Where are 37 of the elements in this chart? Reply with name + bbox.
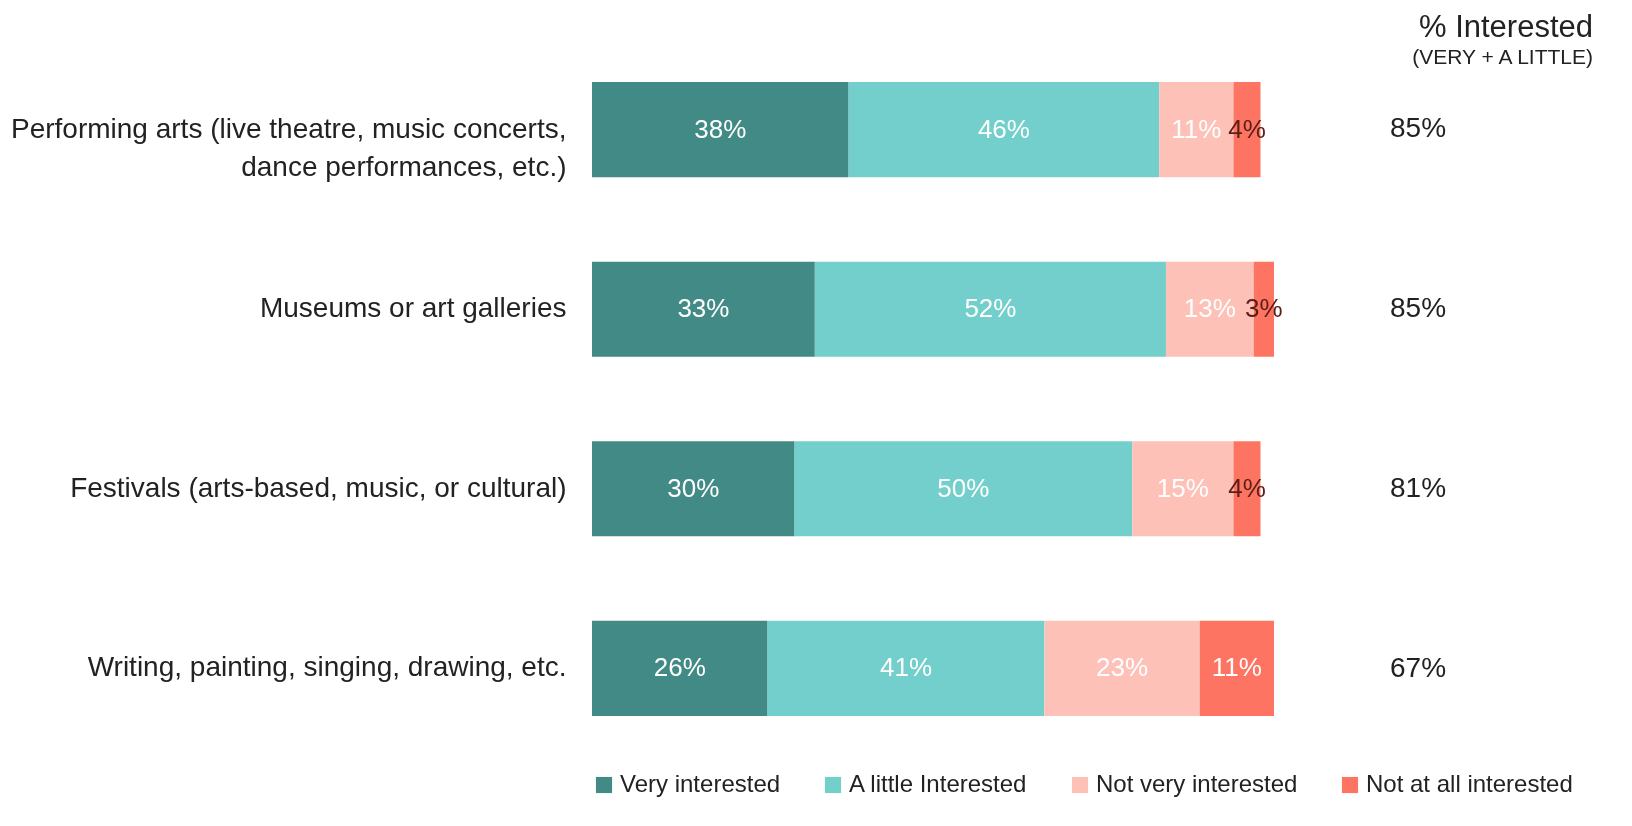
bar bbox=[592, 620, 768, 716]
text: 67% bbox=[1389, 652, 1447, 683]
y-tick-label: Writing, painting, singing, drawing, etc. bbox=[87, 651, 567, 683]
bar bbox=[592, 261, 815, 357]
bar bbox=[848, 82, 1160, 178]
text: 85% bbox=[1389, 112, 1447, 143]
data-label: 52% bbox=[964, 293, 1017, 324]
bar bbox=[1199, 620, 1274, 716]
y-tick-label: Performing arts (live theatre, music concerts, dance performances, etc.) bbox=[10, 112, 567, 182]
bar bbox=[794, 441, 1133, 537]
data-label: 13% bbox=[1183, 293, 1236, 324]
data-label: 41% bbox=[879, 652, 933, 683]
legend-label: Very interested bbox=[620, 770, 781, 797]
data-label: 50% bbox=[937, 472, 990, 503]
text: (VERY + A LITTLE) bbox=[1412, 45, 1593, 68]
data-label: 11% bbox=[1171, 113, 1222, 144]
bar bbox=[814, 261, 1166, 357]
data-label: 26% bbox=[653, 652, 706, 683]
legend-label: Not at all interested bbox=[1366, 770, 1573, 797]
y-tick-label: Museums or art galleries bbox=[259, 292, 567, 324]
bar bbox=[592, 82, 849, 178]
legend-label: Not very interested bbox=[1096, 770, 1298, 797]
data-label: 33% bbox=[677, 293, 730, 324]
data-label: 23% bbox=[1096, 652, 1149, 683]
bar bbox=[767, 620, 1045, 716]
data-label: 46% bbox=[977, 113, 1030, 144]
bar bbox=[1044, 620, 1200, 716]
text: % Interested bbox=[1418, 9, 1593, 44]
data-label: 38% bbox=[694, 113, 747, 144]
y-tick-label: Festivals (arts-based, music, or cultural) bbox=[70, 471, 567, 503]
bar bbox=[592, 441, 795, 537]
text: 81% bbox=[1389, 472, 1447, 503]
data-label: 15% bbox=[1156, 472, 1209, 503]
text: 85% bbox=[1389, 292, 1447, 323]
data-label: 30% bbox=[667, 472, 720, 503]
data-label: 11% bbox=[1211, 652, 1262, 683]
legend-label: A little Interested bbox=[849, 770, 1027, 797]
